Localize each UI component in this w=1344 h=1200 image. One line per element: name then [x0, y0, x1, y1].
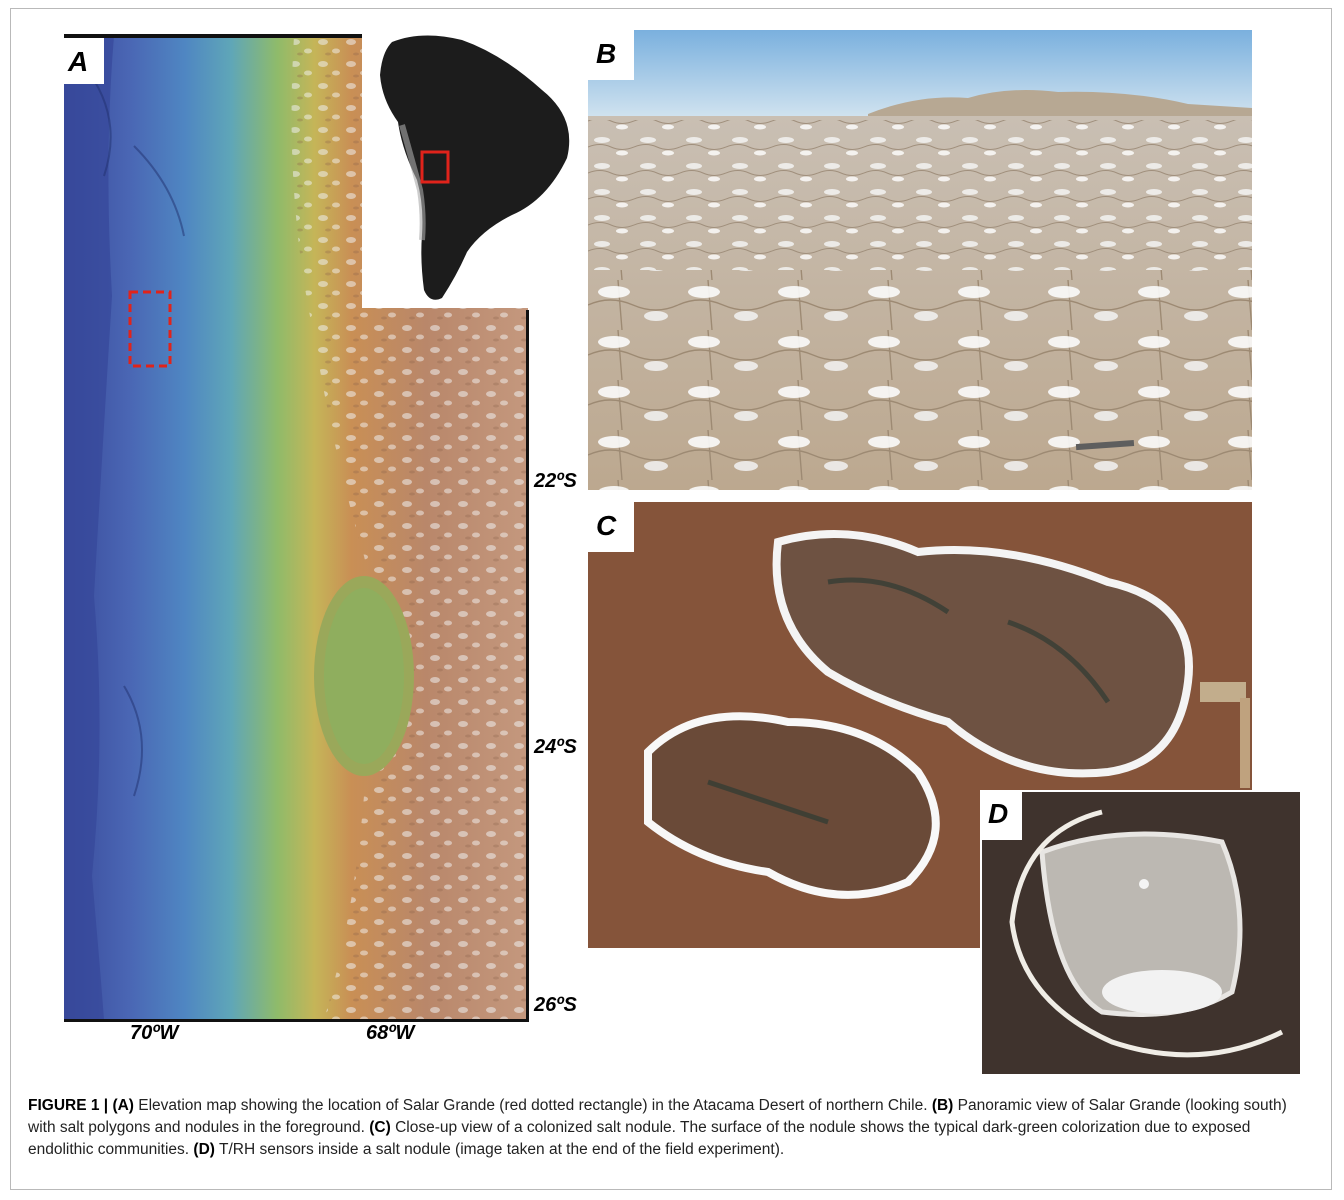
- map-right-frame: [526, 310, 529, 1022]
- lon-label-68: 68ºW: [366, 1022, 415, 1044]
- caption-d-text: T/RH sensors inside a salt nodule (image…: [214, 1141, 785, 1158]
- landscape-photo-panel: [588, 30, 1252, 490]
- sensor-photo-panel: [980, 790, 1302, 1076]
- panel-label-a: A: [64, 38, 105, 84]
- nodule-photo: [588, 502, 1252, 948]
- panel-label-d: D: [980, 792, 1023, 840]
- lon-label-70: 70ºW: [130, 1022, 179, 1044]
- caption-d-label: (D): [193, 1141, 215, 1158]
- lat-label-22: 22ºS: [534, 470, 577, 492]
- inset-highlight: [420, 150, 450, 184]
- caption-b-text: Panoramic view of Salar Grande (looking …: [28, 1097, 1287, 1136]
- lat-label-26: 26ºS: [534, 994, 577, 1016]
- south-america-inset: [362, 30, 584, 308]
- caption-a-text: Elevation map showing the location of Sa…: [133, 1097, 932, 1114]
- caption-lead: FIGURE 1 |: [28, 1097, 113, 1114]
- caption-b-label: (B): [931, 1097, 954, 1114]
- landscape-photo: [588, 30, 1252, 490]
- map-bottom-frame: [64, 1019, 528, 1022]
- figure-caption: FIGURE 1 | (A) Elevation map showing the…: [28, 1095, 1318, 1161]
- caption-c-text: Close-up view of a colonized salt nodule…: [28, 1119, 1251, 1158]
- caption-c-label: (C): [369, 1119, 391, 1136]
- panel-label-c: C: [588, 502, 635, 552]
- map-top-frame: [64, 34, 362, 38]
- sensor-photo: [982, 792, 1300, 1074]
- south-america-map: [380, 35, 570, 300]
- lat-label-24: 24ºS: [534, 736, 577, 758]
- panel-label-b: B: [588, 30, 635, 80]
- salar-grande-highlight: [128, 290, 172, 368]
- caption-a-label: (A): [112, 1097, 134, 1114]
- nodule-photo-panel: [588, 502, 1252, 948]
